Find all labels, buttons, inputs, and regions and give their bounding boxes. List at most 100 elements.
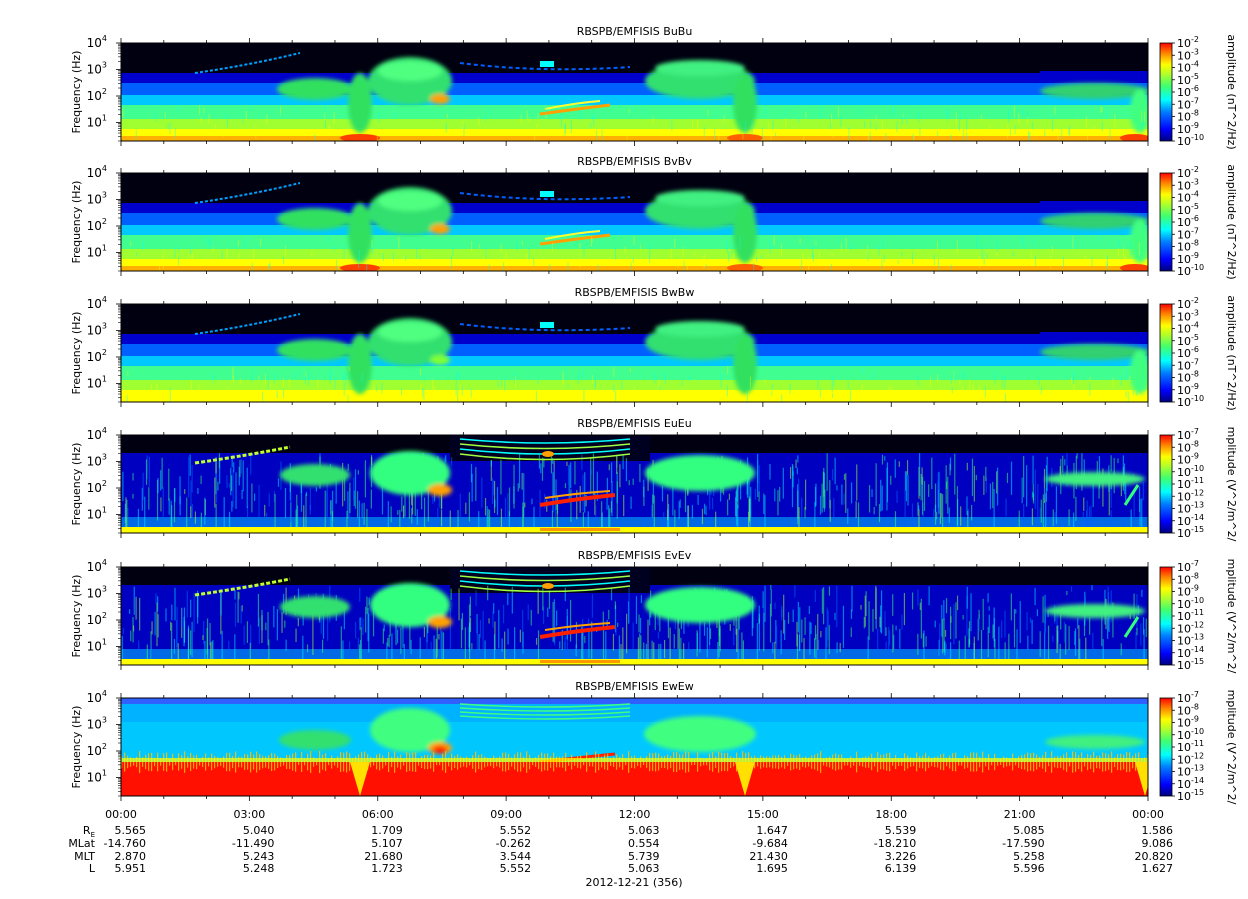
colorbar-tick-label: 10-9	[1177, 715, 1199, 730]
colorbar-tick-label: 10-15	[1177, 657, 1204, 672]
colorbar-6	[1159, 697, 1173, 797]
panel-title: RBSPB/EMFISIS EuEu	[577, 417, 691, 430]
y-tick-label: 103	[87, 584, 107, 600]
ephemeris-value: 20.820	[1135, 850, 1174, 863]
x-tick-label: 00:00	[1132, 808, 1164, 821]
colorbar-tick-label: 10-12	[1177, 751, 1204, 766]
spectrogram-panel-5: 104 103 102 101 Frequency (Hz) RBSPB/EMFISIS …	[70, 549, 1238, 674]
colorbar-tick-label: 10-9	[1177, 121, 1199, 136]
spectrogram-image	[121, 173, 1148, 271]
ephemeris-value: -17.590	[1002, 837, 1044, 850]
y-tick-label: 102	[87, 742, 107, 758]
ephemeris-value: 5.040	[243, 824, 275, 837]
ephemeris-value: 5.951	[115, 862, 147, 875]
y-tick-label: 104	[87, 164, 107, 180]
y-axis-label: Frequency (Hz)	[70, 312, 83, 395]
ephemeris-value: 5.565	[115, 824, 147, 837]
colorbar-label: amplitude (nT^2/Hz)	[1225, 164, 1238, 279]
y-tick-label: 102	[87, 217, 107, 233]
spectrogram-image	[121, 567, 1148, 665]
ephemeris-value: 6.139	[885, 862, 917, 875]
panel-title: RBSPB/EMFISIS BwBw	[575, 286, 695, 299]
colorbar-tick-label: 10-7	[1177, 96, 1199, 111]
x-tick-label: 12:00	[619, 808, 651, 821]
ephemeris-value: 3.544	[500, 850, 532, 863]
ephemeris-value: 1.709	[371, 824, 403, 837]
colorbar-tick-label: 10-10	[1177, 596, 1204, 611]
ephemeris-value: 21.430	[749, 850, 788, 863]
y-tick-label: 101	[87, 637, 107, 653]
y-axis-label: Frequency (Hz)	[70, 443, 83, 526]
y-axis-label: Frequency (Hz)	[70, 706, 83, 789]
ephemeris-value: 5.258	[1013, 850, 1045, 863]
colorbar-tick-label: 10-9	[1177, 452, 1199, 467]
colorbar-label: amplitude (nT^2/Hz)	[1225, 34, 1238, 149]
spectrogram-panel-4: 104 103 102 101 Frequency (Hz) RBSPB/EMFISIS …	[70, 417, 1238, 542]
y-tick-label: 102	[87, 87, 107, 103]
colorbar-tick-label: 10-3	[1177, 177, 1199, 192]
ephemeris-value: 5.596	[1013, 862, 1045, 875]
colorbar-tick-label: 10-10	[1177, 727, 1204, 742]
colorbar-tick-label: 10-5	[1177, 72, 1199, 87]
colorbar-label: amplitude (nT^2/Hz)	[1225, 295, 1238, 410]
colorbar-tick-label: 10-9	[1177, 382, 1199, 397]
ephemeris-value: 1.647	[756, 824, 788, 837]
colorbar-tick-label: 10-10	[1177, 464, 1204, 479]
colorbar-label: mplitude (V^2/m^2/	[1225, 559, 1238, 674]
colorbar-tick-label: 10-6	[1177, 214, 1199, 229]
ephemeris-value: 5.739	[628, 850, 660, 863]
colorbar-tick-label: 10-2	[1177, 296, 1199, 311]
ephemeris-value: -11.490	[232, 837, 274, 850]
y-tick-label: 101	[87, 113, 107, 129]
y-tick-label: 103	[87, 715, 107, 731]
colorbar-tick-label: 10-14	[1177, 513, 1204, 528]
colorbar-tick-label: 10-8	[1177, 439, 1199, 454]
colorbar-tick-label: 10-7	[1177, 559, 1199, 574]
panel-title: RBSPB/EMFISIS EwEw	[575, 680, 693, 693]
colorbar-tick-label: 10-8	[1177, 571, 1199, 586]
ephemeris-value: 5.063	[628, 862, 660, 875]
colorbar-tick-label: 10-4	[1177, 60, 1199, 75]
ephemeris-label: RE	[83, 824, 95, 839]
ephemeris-value: 5.552	[500, 862, 532, 875]
y-axis-label: Frequency (Hz)	[70, 575, 83, 658]
colorbar-tick-label: 10-13	[1177, 501, 1204, 516]
colorbar-tick-label: 10-15	[1177, 788, 1204, 803]
colorbar-tick-label: 10-13	[1177, 633, 1204, 648]
ephemeris-value: -0.262	[496, 837, 531, 850]
colorbar-tick-label: 10-10	[1177, 263, 1204, 278]
colorbar-5	[1159, 566, 1173, 666]
colorbar-tick-label: 10-3	[1177, 47, 1199, 62]
x-tick-label: 09:00	[490, 808, 522, 821]
y-tick-label: 104	[87, 295, 107, 311]
ephemeris-value: 5.063	[628, 824, 660, 837]
colorbar-4	[1159, 434, 1173, 534]
colorbar-tick-label: 10-7	[1177, 357, 1199, 372]
ephemeris-value: 21.680	[364, 850, 403, 863]
colorbar-3	[1159, 303, 1173, 403]
ephemeris-value: 1.627	[1142, 862, 1174, 875]
y-tick-label: 102	[87, 348, 107, 364]
colorbar-tick-label: 10-4	[1177, 190, 1199, 205]
colorbar-tick-label: 10-11	[1177, 608, 1204, 623]
ephemeris-value: 5.085	[1013, 824, 1045, 837]
colorbar-tick-label: 10-12	[1177, 488, 1204, 503]
colorbar-tick-label: 10-8	[1177, 370, 1199, 385]
y-tick-label: 102	[87, 479, 107, 495]
ephemeris-value: 1.695	[756, 862, 788, 875]
colorbar-tick-label: 10-7	[1177, 427, 1199, 442]
colorbar-tick-label: 10-10	[1177, 394, 1204, 409]
colorbar-tick-label: 10-9	[1177, 251, 1199, 266]
panel-title: RBSPB/EMFISIS EvEv	[578, 549, 692, 562]
y-tick-label: 101	[87, 768, 107, 784]
colorbar-tick-label: 10-7	[1177, 690, 1199, 705]
date-label: 2012-12-21 (356)	[585, 876, 682, 889]
ephemeris-value: 2.870	[115, 850, 147, 863]
colorbar-tick-label: 10-8	[1177, 239, 1199, 254]
ephemeris-label: MLT	[74, 850, 95, 863]
ephemeris-value: 5.552	[500, 824, 532, 837]
spectrogram-image	[121, 698, 1148, 796]
y-tick-label: 101	[87, 243, 107, 259]
colorbar-2	[1159, 172, 1173, 272]
